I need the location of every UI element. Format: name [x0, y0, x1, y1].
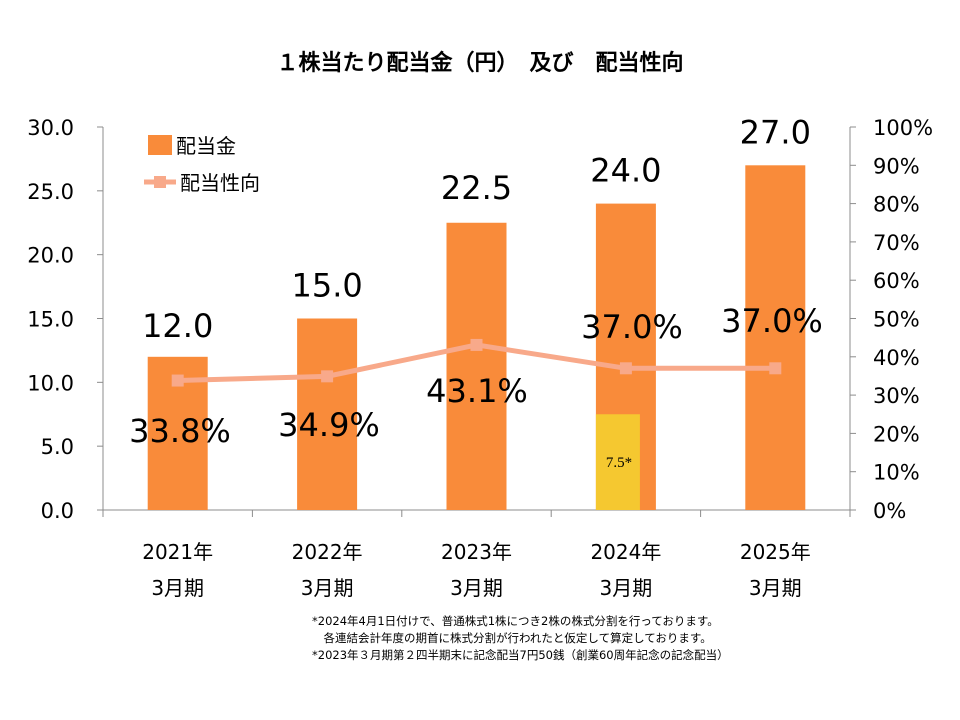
bar: [745, 165, 806, 511]
footnotes: *2024年4月1日付けで、普通株式1株につき2株の株式分割を行っております。 …: [312, 613, 942, 664]
plot-area: 0.0 5.0 10.0 15.0 20.0 25.0 30.0 0% 10% 20% 30% 40%…: [27, 113, 933, 600]
x-tick-label: 3月期: [600, 576, 653, 600]
line-value-label: 37.0%: [721, 302, 823, 340]
line-value-label: 37.0%: [581, 308, 683, 346]
commemorative-dividend-segment: [595, 414, 640, 510]
y-right-tick-label: 0%: [873, 499, 906, 523]
bar-value-label: 24.0: [590, 152, 661, 190]
line-value-label: 33.8%: [129, 412, 231, 450]
y-left-tick-label: 25.0: [27, 180, 74, 204]
line-value-label: 34.9%: [278, 406, 380, 444]
legend-swatch-bar: [148, 135, 172, 155]
x-tick-label: 2025年: [740, 540, 811, 564]
footnote-3: *2023年３月期第２四半期末に記念配当7円50銭（創業60周年記念の記念配当）: [312, 648, 729, 662]
payout-ratio-marker: [769, 362, 782, 375]
y-right-tick-label: 50%: [873, 308, 920, 332]
y-right-tick-label: 70%: [873, 231, 920, 255]
payout-ratio-marker: [321, 370, 334, 383]
y-left-tick-label: 30.0: [27, 116, 74, 140]
y-left-tick-label: 5.0: [41, 435, 74, 459]
bar-value-label: 27.0: [740, 113, 811, 151]
y-left-tick-label: 20.0: [27, 244, 74, 268]
x-tick-label: 3月期: [450, 576, 503, 600]
bar: [446, 222, 507, 510]
y-right-tick-label: 20%: [873, 422, 920, 446]
x-tick-label: 2022年: [292, 540, 363, 564]
x-tick-label: 3月期: [301, 576, 354, 600]
y-left-tick-label: 0.0: [41, 499, 74, 523]
payout-ratio-marker: [171, 374, 184, 387]
y-left-tick-label: 10.0: [27, 371, 74, 395]
x-tick-label: 3月期: [749, 576, 802, 600]
commemorative-dividend-label: 7.5*: [606, 455, 632, 471]
x-tick-label: 2021年: [142, 540, 213, 564]
x-tick-label: 2023年: [441, 540, 512, 564]
legend-label-bar: 配当金: [176, 134, 236, 158]
payout-ratio-marker: [470, 338, 483, 351]
payout-ratio-marker: [619, 362, 632, 375]
legend-swatch-marker: [154, 176, 166, 188]
y-right-tick-label: 100%: [873, 116, 933, 140]
x-tick-label: 2024年: [590, 540, 661, 564]
legend-label-line: 配当性向: [180, 171, 260, 195]
y-right-tick-label: 90%: [873, 154, 920, 178]
chart-title: １株当たり配当金（円） 及び 配当性向: [276, 50, 683, 75]
y-right-tick-label: 40%: [873, 346, 920, 370]
y-right-tick-label: 30%: [873, 384, 920, 408]
y-right-tick-label: 60%: [873, 269, 920, 293]
bar-value-label: 12.0: [142, 307, 213, 345]
bar-value-label: 22.5: [441, 169, 512, 207]
footnote-1: *2024年4月1日付けで、普通株式1株につき2株の株式分割を行っております。: [312, 614, 719, 628]
bar: [297, 318, 358, 510]
footnote-2: 各連結会計年度の期首に株式分割が行われたと仮定して算定しております。: [312, 631, 712, 645]
line-value-label: 43.1%: [426, 372, 528, 410]
x-tick-label: 3月期: [151, 576, 204, 600]
y-right-tick-label: 10%: [873, 461, 920, 485]
y-right-tick-label: 80%: [873, 193, 920, 217]
y-left-tick-label: 15.0: [27, 308, 74, 332]
bar-value-label: 15.0: [291, 267, 362, 305]
